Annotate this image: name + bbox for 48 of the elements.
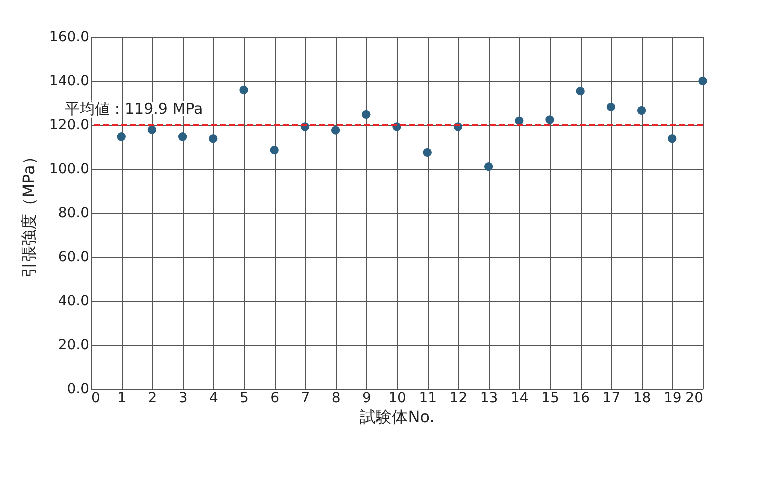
x-tick-label: 12 bbox=[450, 390, 468, 406]
point bbox=[484, 162, 494, 172]
point bbox=[637, 106, 646, 116]
y-tick-label: 20.0 bbox=[58, 338, 90, 354]
x-tick-label: 6 bbox=[270, 390, 280, 406]
x-tick-label: 19 bbox=[664, 390, 682, 406]
point bbox=[117, 132, 126, 142]
point bbox=[270, 146, 279, 155]
point bbox=[331, 126, 340, 135]
x-tick-label: 7 bbox=[301, 390, 310, 406]
y-tick-label: 80.0 bbox=[58, 206, 90, 222]
x-axis-title: 試験体No. bbox=[360, 408, 435, 426]
x-tick-label: 3 bbox=[178, 390, 188, 406]
point bbox=[698, 76, 708, 86]
x-tick-label: 16 bbox=[572, 390, 590, 406]
x-tick-label: 8 bbox=[332, 390, 341, 406]
x-tick-label: 13 bbox=[480, 390, 498, 406]
x-tick-label: 0 bbox=[92, 390, 100, 406]
y-tick-label: 120.0 bbox=[49, 118, 90, 134]
y-tick-label: 100.0 bbox=[49, 162, 90, 178]
y-tick-label: 60.0 bbox=[58, 250, 90, 266]
point bbox=[148, 126, 157, 134]
y-axis-title: 引張強度（MPa） bbox=[19, 149, 38, 278]
point bbox=[240, 86, 248, 95]
x-tick-label: 11 bbox=[419, 390, 438, 406]
point bbox=[178, 132, 188, 142]
x-tick-label: 5 bbox=[240, 390, 249, 406]
x-tick-label: 15 bbox=[542, 390, 560, 406]
point bbox=[362, 110, 371, 119]
y-tick-label: 160.0 bbox=[49, 30, 90, 46]
x-tick-label: 18 bbox=[633, 390, 652, 406]
y-tick-label: 140.0 bbox=[49, 74, 90, 90]
x-tick-label: 2 bbox=[148, 390, 158, 406]
point bbox=[668, 134, 677, 144]
point bbox=[546, 116, 554, 124]
y-tick-label: 0.0 bbox=[67, 382, 90, 398]
x-tick-label: 10 bbox=[388, 390, 406, 406]
x-tick-label: 20 bbox=[686, 390, 704, 406]
x-tick-label: 9 bbox=[362, 390, 372, 406]
x-tick-label: 14 bbox=[510, 390, 529, 406]
point bbox=[423, 148, 432, 158]
point bbox=[606, 102, 616, 112]
x-tick-label: 17 bbox=[602, 390, 621, 406]
x-tick-label: 1 bbox=[118, 390, 127, 406]
point bbox=[209, 134, 218, 144]
y-tick-label: 40.0 bbox=[58, 294, 90, 310]
x-tick-label: 4 bbox=[209, 390, 218, 406]
point bbox=[576, 87, 585, 96]
